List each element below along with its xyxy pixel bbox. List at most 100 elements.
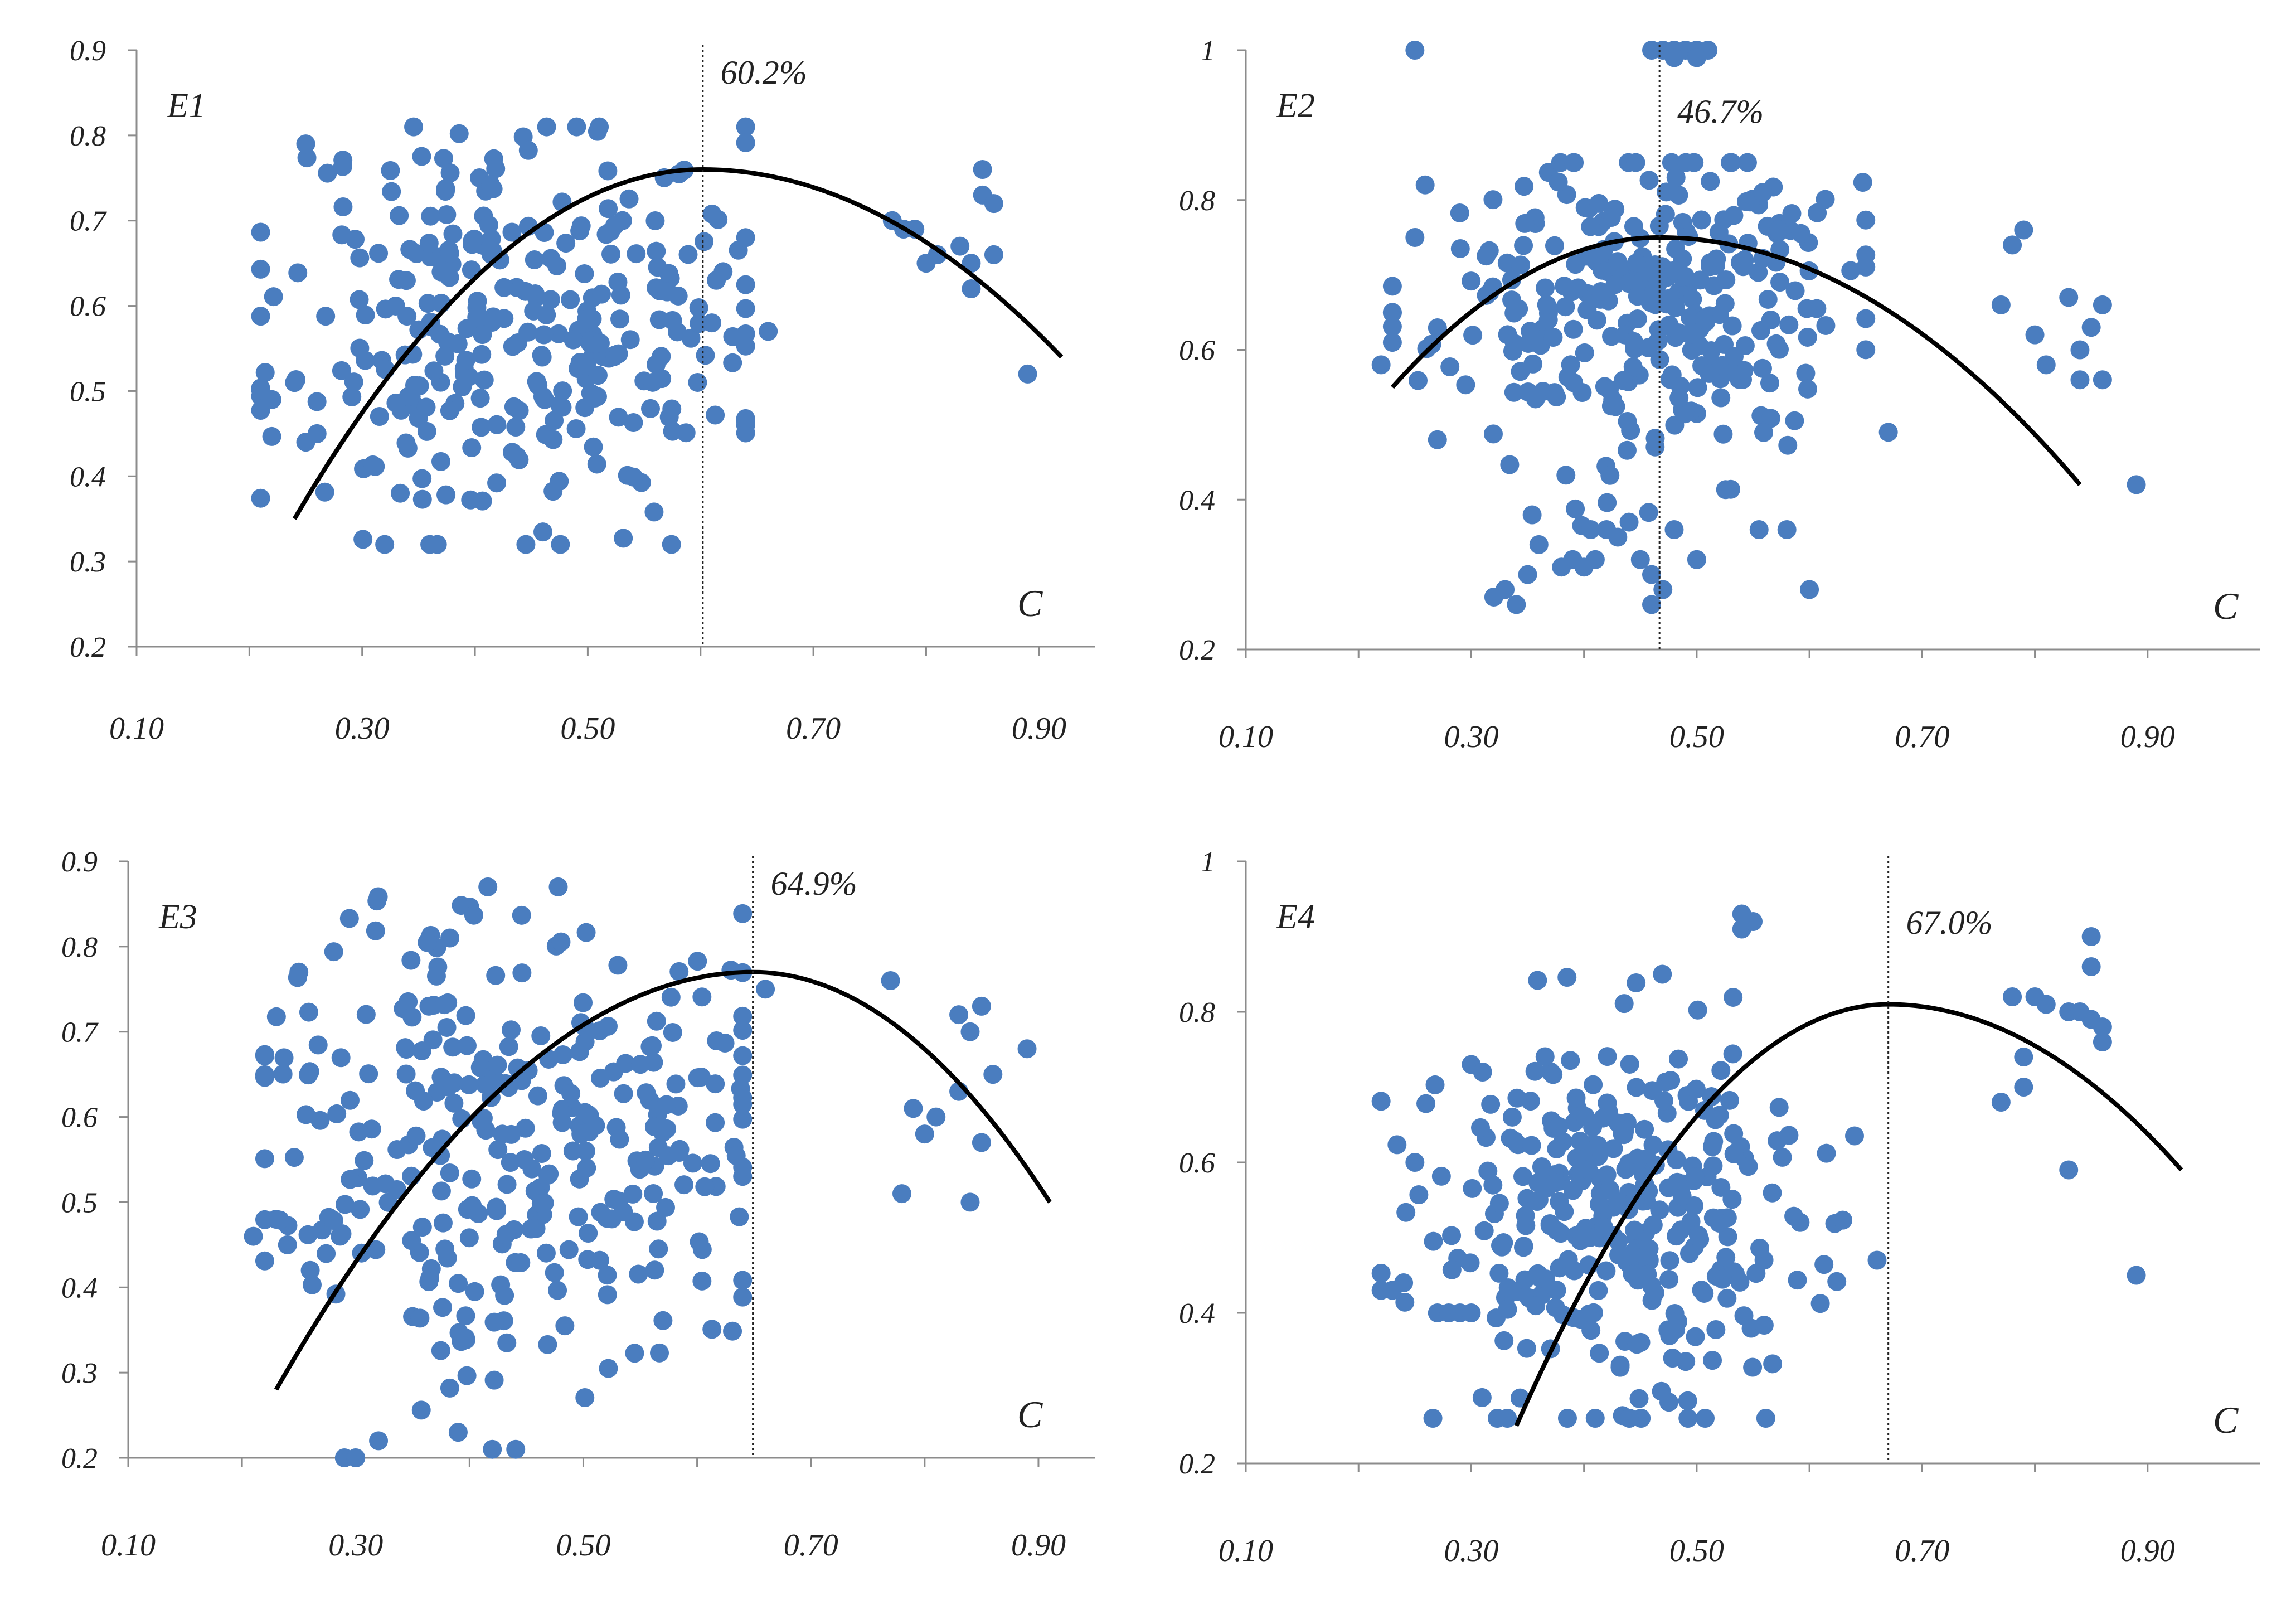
scatter-point [1527,1192,1547,1211]
peak-label: 67.0% [1906,904,1993,941]
scatter-point [915,1124,934,1144]
scatter-point [960,1192,980,1212]
y-tick-label: 0.7 [61,1017,99,1049]
scatter-point [366,921,385,940]
scatter-point [1589,1281,1608,1300]
scatter-point [1867,1250,1887,1270]
scatter-point [1701,257,1720,277]
scatter-point [1371,1092,1391,1111]
scatter-point [499,1037,518,1056]
panel-label: E2 [1276,87,1315,125]
scatter-point [1526,389,1545,409]
y-tick-label: 0.2 [1179,1448,1215,1480]
fitted-curve [292,167,1064,520]
scatter-point [1515,1270,1535,1289]
scatter-point [661,987,681,1007]
scatter-point [1760,374,1779,393]
scatter-point [1589,1147,1608,1166]
scatter-point [1722,1190,1742,1209]
scatter-point [1536,278,1555,298]
y-tick-label: 0.6 [61,1102,98,1134]
scatter-point [1396,1203,1416,1222]
scatter-point [1687,550,1706,569]
panel-e2: 0.2 0.4 0.6 0.8 1 0.10 0.30 0.50 0.70 0.90 46.7% E2… [1179,35,2260,754]
scatter-point [464,905,483,925]
scatter-point [1496,580,1515,599]
scatter-point [1769,1098,1789,1117]
scatter-point [733,1021,753,1040]
scatter-point [733,1046,753,1065]
scatter-point [412,469,432,488]
scatter-point [390,206,409,225]
scatter-point [1515,177,1534,196]
scatter-point [1566,499,1585,518]
scatter-point [506,1439,526,1459]
x-tick-label: 0.10 [1219,1534,1273,1568]
scatter-point [962,254,981,273]
scatter-point [1734,361,1754,380]
scatter-point [262,426,281,446]
scatter-point [548,1281,567,1300]
scatter-point [1814,1255,1834,1274]
scatter-point [1591,282,1610,301]
scatter-point [1845,1126,1864,1146]
scatter-point [576,1141,595,1161]
scatter-point [972,1133,991,1152]
scatter-point [1502,1107,1522,1127]
scatter-point [1856,257,1876,277]
scatter-point [1623,1264,1642,1284]
scatter-point [1713,424,1733,444]
scatter-point [721,961,741,980]
scatter-point [640,399,660,418]
scatter-point [496,1225,516,1244]
scatter-point [511,1253,531,1272]
scatter-point [324,942,343,962]
scatter-point [569,1207,588,1226]
scatter-point [962,279,981,298]
scatter-point [1770,273,1790,292]
scatter-point [1853,173,1872,192]
scatter-point [1678,1409,1698,1428]
scatter-point [644,1184,663,1203]
scatter-point [1470,1118,1490,1137]
scatter-point [733,1109,753,1129]
y-tick-label: 0.8 [1179,997,1215,1029]
scatter-point [435,346,455,366]
scatter-point [701,1154,720,1174]
scatter-point [532,1144,551,1163]
scatter-point [598,161,618,181]
scatter-point [1462,271,1481,291]
scatter-point [541,290,560,309]
scatter-point [1635,1119,1654,1139]
scatter-point [443,1037,463,1057]
scatter-point [561,290,580,309]
scatter-point [1593,1108,1613,1128]
scatter-point [1653,964,1672,984]
scatter-point [1508,1135,1528,1155]
scatter-point [1590,1344,1609,1363]
scatter-point [1723,1044,1742,1064]
scatter-point [1500,455,1520,474]
scatter-point [588,366,608,385]
scatter-point [1558,367,1577,387]
scatter-point [317,1244,336,1263]
scatter-point [2081,927,2101,946]
scatter-point [1856,210,1876,230]
scatter-point [692,987,712,1007]
scatter-point [1543,328,1563,347]
scatter-point [590,333,610,353]
scatter-point [1688,378,1707,397]
y-tick-label: 0.5 [61,1187,98,1219]
scatter-point [1810,1294,1830,1313]
scatter-point [644,1053,663,1072]
scatter-point [1617,440,1637,460]
scatter-point [736,117,755,137]
scatter-point [1477,246,1496,266]
scatter-point [1777,520,1797,539]
x-tick-label: 0.90 [1012,711,1066,746]
scatter-point [396,271,416,290]
scatter-point [2036,995,2056,1014]
x-tick-label: 0.90 [1011,1528,1066,1563]
scatter-point [1695,1283,1714,1303]
scatter-point [949,1005,969,1025]
